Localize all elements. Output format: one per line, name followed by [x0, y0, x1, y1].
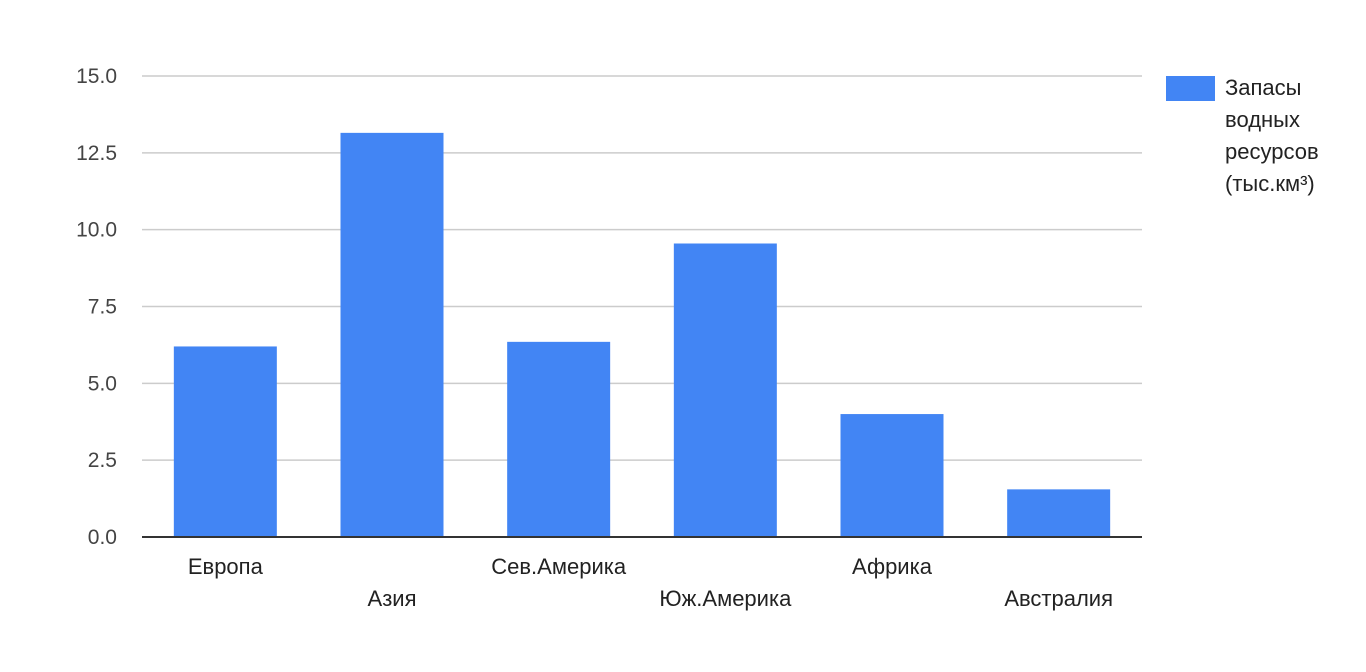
y-axis-ticks: 0.0 2.5 5.0 7.5 10.0 12.5 15.0 [76, 65, 117, 549]
legend-swatch [1166, 76, 1215, 101]
bar [507, 341, 611, 537]
bar [673, 243, 777, 537]
x-axis-labels: Европа Азия Сев.Америка Юж.Америка Африка Авс… [188, 554, 1113, 611]
x-category-label: Юж.Америка [659, 586, 792, 611]
y-tick-label: 7.5 [88, 296, 117, 319]
y-tick-label: 10.0 [76, 219, 117, 242]
bar [340, 132, 444, 537]
legend: Запасы водных ресурсов (тыс.км³) [1166, 72, 1356, 200]
y-tick-label: 2.5 [88, 449, 117, 472]
x-category-label: Европа [188, 554, 264, 579]
bar [173, 346, 277, 537]
gridlines [142, 75, 1142, 461]
x-category-label: Азия [368, 586, 417, 611]
y-tick-label: 15.0 [76, 65, 117, 88]
bar [840, 414, 944, 537]
bar-series [173, 132, 1111, 537]
x-category-label: Сев.Америка [491, 554, 627, 579]
y-tick-label: 0.0 [88, 526, 117, 549]
x-category-label: Африка [852, 554, 933, 579]
bar [1007, 489, 1111, 537]
legend-label: Запасы водных ресурсов (тыс.км³) [1225, 75, 1319, 196]
y-tick-label: 5.0 [88, 372, 117, 395]
y-tick-label: 12.5 [76, 142, 117, 165]
x-category-label: Австралия [1004, 586, 1113, 611]
